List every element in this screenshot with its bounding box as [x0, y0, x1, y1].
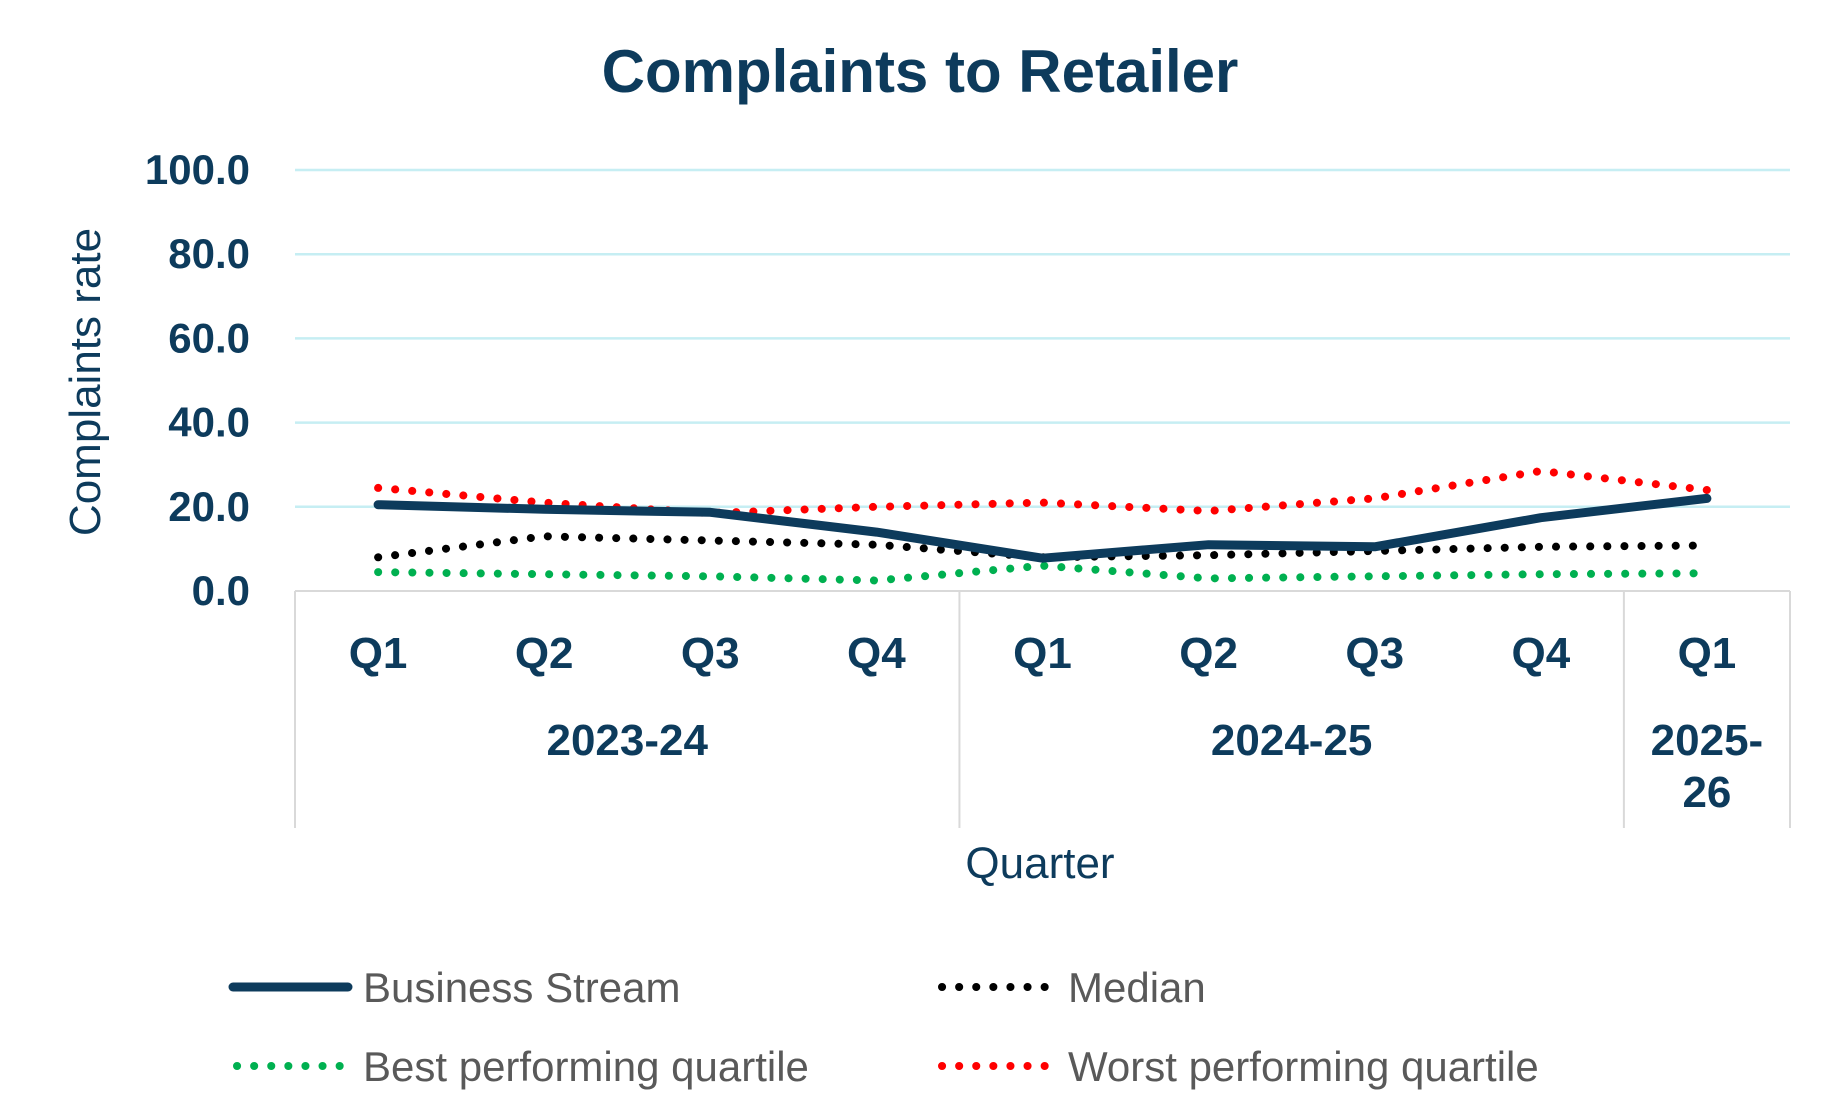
series-line-best-performing-quartile [374, 561, 1711, 585]
x-group-label-line: 26 [1682, 768, 1731, 817]
x-tick-label: Q4 [1511, 629, 1570, 678]
x-tick-label: Q1 [1013, 629, 1072, 678]
x-group-label: 2023-24 [546, 716, 708, 765]
x-tick-label: Q2 [515, 629, 574, 678]
x-group-label-line: 2025- [1651, 716, 1764, 765]
x-tick-label: Q2 [1179, 629, 1238, 678]
y-tick-label: 60.0 [168, 314, 250, 361]
x-group-label: 2024-25 [1211, 716, 1372, 765]
y-tick-label: 100.0 [145, 146, 250, 193]
legend: Business Stream Median Best performing qua… [228, 964, 1539, 1090]
x-group-label: 2025-26 [1651, 716, 1764, 817]
x-tick-label: Q4 [847, 629, 906, 678]
x-tick-label: Q1 [1678, 629, 1737, 678]
y-tick-label: 0.0 [192, 567, 250, 614]
y-tick-label: 20.0 [168, 483, 250, 530]
legend-label: Median [1068, 964, 1206, 1011]
legend-label: Best performing quartile [363, 1043, 809, 1090]
y-tick-label: 40.0 [168, 399, 250, 446]
x-axis: Q1 Q2 Q3 Q4 Q1 Q2 Q3 Q4 Q1 2023-24 2024-25 2025-26 [294, 590, 1791, 828]
y-tick-labels: 0.0 20.0 40.0 60.0 80.0 100.0 [145, 146, 250, 614]
gridlines [295, 168, 1790, 509]
x-tick-label: Q3 [1345, 629, 1404, 678]
x-tick-label: Q1 [349, 629, 408, 678]
chart-title: Complaints to Retailer [602, 38, 1239, 105]
y-tick-label: 80.0 [168, 230, 250, 277]
x-axis-label: Quarter [965, 839, 1114, 888]
x-tick-label: Q3 [681, 629, 740, 678]
legend-label: Business Stream [363, 964, 680, 1011]
series-lines [373, 467, 1712, 585]
legend-label: Worst performing quartile [1068, 1043, 1539, 1090]
y-axis-label: Complaints rate [61, 228, 110, 536]
series-line-business-stream [373, 493, 1712, 563]
